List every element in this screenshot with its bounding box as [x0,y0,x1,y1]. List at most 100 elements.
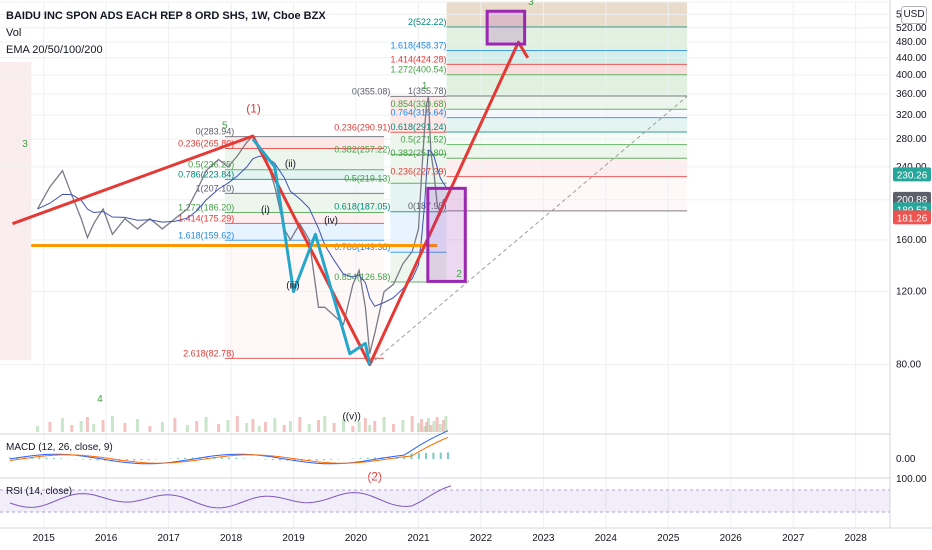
macd-histogram-bar [403,457,406,459]
y-tick-label: 440.00 [896,53,927,64]
wave-label: (i) [261,205,270,216]
macd-histogram-bar [60,458,63,459]
macd-histogram-bar [235,457,238,459]
fib-zone [446,144,688,159]
volume-bar [351,426,355,432]
rsi-label: RSI (14, close) [6,486,72,497]
fib3-label: 0.764(315.64) [391,108,447,118]
volume-bar [323,416,327,432]
volume-bar [368,425,372,432]
macd-histogram-bar [38,457,41,459]
y-tick-label: 280.00 [896,134,927,145]
macd-histogram-bar [184,457,187,459]
fib-zone [224,136,385,149]
y-tick-label: 520.00 [896,23,927,34]
fib1-label: 1.618(159.62) [178,230,234,240]
fib1-label: 2.618(82.78) [183,348,234,358]
fib-zone [446,64,688,75]
rsi-band [0,490,890,512]
fib2-label: 0.382(257.22) [334,144,390,154]
volume-bar [48,422,52,432]
x-tick-label: 2023 [532,533,555,544]
macd-histogram-bar [30,457,33,459]
volume-bar [298,417,302,432]
macd-histogram-bar [308,459,311,461]
macd-histogram-bar [432,452,435,459]
wave-label: 3 [22,139,28,150]
current-box [426,186,467,283]
volume-bar [273,418,277,432]
macd-histogram-bar [133,459,136,461]
x-tick-label: 2025 [657,533,680,544]
macd-histogram-bar [417,453,420,459]
x-tick-label: 2019 [282,533,305,544]
macd-histogram-bar [242,458,245,459]
volume-bar [195,421,199,432]
fib2-label: 0.618(187.05) [334,202,390,212]
ema-legend[interactable]: EMA 20/50/100/200 [6,44,103,56]
macd-histogram-bar [330,459,333,460]
volume-bar [317,420,321,432]
grid-layer [0,1,890,528]
fib2-label: 0.786(149.38) [334,242,390,252]
volume-bar [425,422,429,432]
volume-bar [342,419,346,432]
wave-label: ((v)) [342,411,360,422]
fib-zone [0,61,32,361]
volume-bar [217,424,221,432]
macd-histogram-bar [264,459,267,460]
fib1-label: 0.236(265.80) [178,139,234,149]
volume-bar [363,418,367,432]
fib1-label: 0.786(223.84) [178,169,234,179]
fib-zone [446,132,688,145]
macd-histogram-bar [447,452,449,459]
macd-histogram-bar [228,457,230,459]
fib3-label: 0.854(330.68) [391,99,447,109]
fib2-label: 0(355.08) [352,86,391,96]
volume-bar [92,424,96,432]
fib2-label: 0.854(126.58) [334,272,390,282]
x-tick-label: 2026 [720,533,743,544]
volume-bar [332,423,336,432]
volume-bar [148,426,152,432]
price-badge-label: 200.88 [897,195,928,206]
price-badge [893,210,931,225]
volume-bar [35,426,39,432]
fib1-label: 0(283.94) [196,127,235,137]
fib1-label: 1.272(186.20) [178,203,234,213]
volume-bar [245,423,249,432]
price-badge [893,167,931,182]
wave-label: 5 [222,121,228,132]
currency-button[interactable]: USD [901,6,927,24]
macd-tick-label: 0.00 [896,454,916,465]
price-layer [35,96,448,432]
fib3-label: 1(355.78) [408,86,447,96]
rsi-tick-label: 100.00 [896,474,927,485]
volume-bar [135,419,139,432]
fib3-label: 0.618(291.24) [391,122,447,132]
x-tick-label: 2020 [345,533,368,544]
volume-bar [432,421,436,432]
volume-bar [307,424,311,432]
macd-line [9,430,449,465]
ema-line [37,149,447,307]
macd-histogram-bar [425,452,428,459]
target-box [485,9,527,46]
price-badge-label: 181.26 [897,213,928,224]
fib-zone [446,117,688,133]
macd-histogram-bar [293,459,296,461]
x-tick-label: 2027 [782,533,805,544]
volume-bar [410,416,414,432]
fib-zone [446,26,688,51]
vol-legend[interactable]: Vol [6,27,22,39]
macd-histogram-bar [388,457,391,459]
fib-zone [224,179,385,194]
y-tick-label: 320.00 [896,110,927,121]
price-line [36,96,447,354]
trend-dashed-line [369,96,688,365]
volume-bar [185,425,189,432]
fib-zone [224,240,385,359]
macd-histogram-bar [213,457,216,459]
macd-histogram-bar [191,457,194,459]
